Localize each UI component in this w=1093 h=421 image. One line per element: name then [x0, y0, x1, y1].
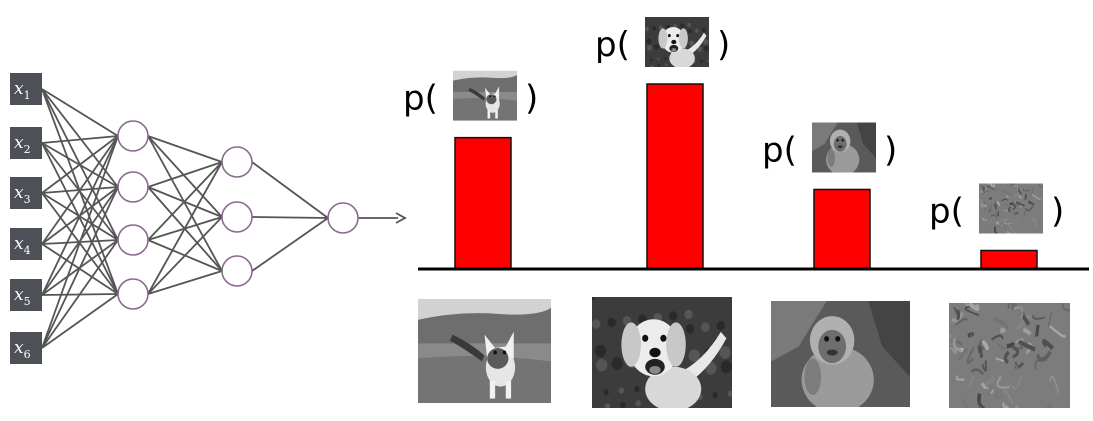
connection-edge	[41, 88, 119, 137]
input-subscript: 5	[24, 295, 31, 308]
monkey-image	[771, 301, 910, 407]
category-thumbnails	[418, 297, 1070, 408]
probability-labels: p()p()p()p()	[403, 17, 1064, 234]
connection-edge	[41, 135, 119, 296]
connection-edge	[41, 135, 119, 194]
connection-edge	[251, 217, 329, 272]
label-suffix: )	[1051, 192, 1064, 232]
bar-monkey	[813, 188, 871, 270]
connection-edge	[41, 135, 119, 349]
input-label: x5	[14, 285, 31, 308]
input-node: x3	[10, 177, 42, 209]
connection-edge	[147, 135, 223, 163]
input-subscript: 6	[24, 348, 31, 361]
hidden-neuron	[221, 146, 253, 178]
input-subscript: 1	[24, 89, 31, 102]
hidden-neuron	[117, 278, 149, 310]
input-var: x	[14, 338, 24, 358]
label-suffix: )	[884, 130, 897, 170]
connection-edge	[251, 216, 329, 219]
connection-edge	[147, 161, 223, 188]
connection-edge	[147, 135, 223, 218]
bar-noise	[980, 249, 1038, 270]
label-mini-monkey-image	[812, 122, 876, 173]
connection-edge	[147, 161, 223, 295]
connection-edge	[41, 293, 119, 349]
bars	[454, 83, 1038, 270]
label-suffix: )	[525, 79, 538, 119]
connection-edge	[41, 186, 119, 349]
input-var: x	[14, 133, 24, 153]
hidden-neuron	[221, 201, 253, 233]
bar-dog	[646, 83, 704, 270]
input-node: x6	[10, 332, 42, 364]
label-prefix: p(	[929, 192, 964, 232]
connection-edge	[147, 216, 223, 295]
output-neuron	[327, 202, 359, 234]
input-label: x4	[14, 234, 31, 257]
label-prefix: p(	[403, 79, 438, 119]
bar-cat	[454, 136, 512, 270]
connection-edge	[251, 161, 329, 219]
dog-image	[592, 297, 732, 408]
hidden-neuron	[221, 255, 253, 287]
label-prefix: p(	[762, 130, 797, 170]
input-var: x	[14, 79, 24, 99]
connection-edge	[41, 142, 119, 295]
input-node: x5	[10, 279, 42, 311]
hidden-neuron	[117, 224, 149, 256]
connection-edge	[41, 135, 119, 245]
hidden-neuron	[117, 120, 149, 152]
label-prefix: p(	[595, 25, 630, 65]
input-subscript: 4	[24, 244, 31, 257]
label-suffix: )	[717, 25, 730, 65]
input-var: x	[14, 285, 24, 305]
connection-edge	[147, 270, 223, 295]
label-monkey: p()	[762, 122, 897, 173]
hidden-neuron	[117, 171, 149, 203]
input-label: x3	[14, 183, 31, 206]
connection-edge	[41, 135, 119, 144]
connection-edges	[41, 88, 329, 349]
label-cat: p()	[403, 70, 538, 121]
connection-edge	[147, 135, 223, 272]
input-node: x4	[10, 228, 42, 260]
input-node: x2	[10, 127, 42, 159]
connection-edge	[41, 239, 119, 349]
cat-image	[418, 299, 551, 403]
input-label: x6	[14, 338, 31, 361]
input-label: x1	[14, 79, 31, 102]
label-mini-cat-image	[453, 70, 517, 121]
input-var: x	[14, 183, 24, 203]
output-arrow	[358, 212, 407, 224]
connection-edge	[147, 161, 223, 241]
label-mini-noise-image	[979, 183, 1043, 234]
input-var: x	[14, 234, 24, 254]
label-dog: p()	[595, 17, 730, 67]
input-subscript: 2	[24, 143, 31, 156]
input-subscript: 3	[24, 193, 31, 206]
input-node: x1	[10, 73, 42, 105]
noise-image	[949, 303, 1070, 408]
label-mini-dog-image	[645, 17, 709, 67]
label-noise: p()	[929, 183, 1064, 234]
input-label: x2	[14, 133, 31, 156]
